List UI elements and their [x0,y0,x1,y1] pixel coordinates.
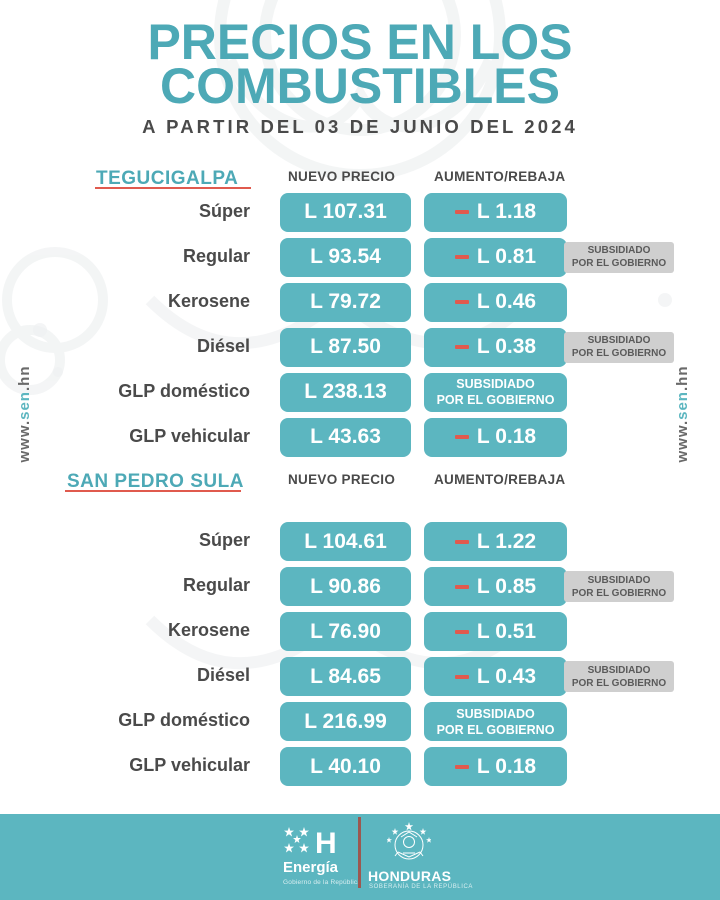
svg-text:H: H [315,827,337,859]
